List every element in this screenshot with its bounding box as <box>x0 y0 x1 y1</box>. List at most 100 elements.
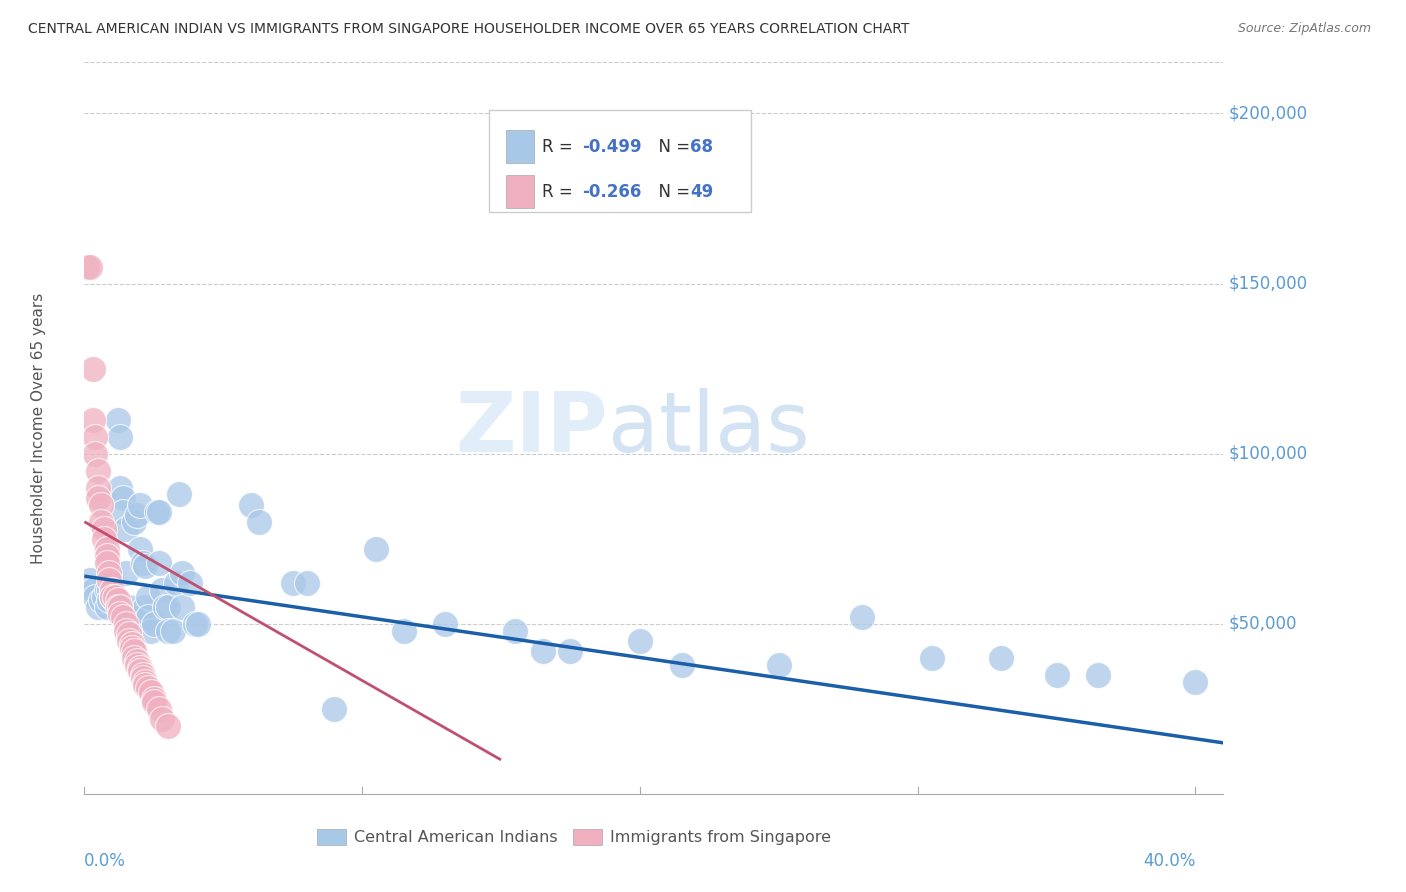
Point <box>167 487 190 501</box>
Point <box>179 576 201 591</box>
Point <box>142 616 165 631</box>
Point <box>98 582 121 597</box>
Point <box>187 616 209 631</box>
Point <box>104 590 127 604</box>
Point <box>90 515 112 529</box>
Point <box>82 412 104 426</box>
Point <box>131 671 153 685</box>
Point <box>1184 674 1206 689</box>
Point <box>129 541 152 556</box>
Point <box>768 657 790 672</box>
Point <box>118 627 141 641</box>
Point <box>90 498 112 512</box>
Point <box>131 668 153 682</box>
Point <box>162 624 184 638</box>
Point <box>392 624 415 638</box>
Point <box>671 657 693 672</box>
Text: 0.0%: 0.0% <box>84 852 127 870</box>
Point <box>98 573 121 587</box>
Text: R =: R = <box>543 183 578 201</box>
Point <box>107 599 129 614</box>
Point <box>93 522 115 536</box>
Point <box>134 678 156 692</box>
Point <box>628 633 651 648</box>
Point <box>121 640 143 655</box>
Point <box>1045 668 1067 682</box>
Point <box>145 504 167 518</box>
Text: -0.499: -0.499 <box>582 138 641 156</box>
Text: $100,000: $100,000 <box>1229 445 1308 463</box>
Point <box>142 695 165 709</box>
Point <box>150 582 173 597</box>
Point <box>96 556 118 570</box>
Point <box>136 681 159 696</box>
Point <box>364 541 387 556</box>
Point <box>112 504 135 518</box>
Point <box>136 610 159 624</box>
Point <box>434 616 457 631</box>
Point <box>134 674 156 689</box>
FancyBboxPatch shape <box>506 130 534 163</box>
Text: 40.0%: 40.0% <box>1143 852 1195 870</box>
Point <box>148 702 170 716</box>
Point <box>118 599 141 614</box>
Point <box>121 637 143 651</box>
Text: $50,000: $50,000 <box>1229 615 1298 632</box>
Text: 49: 49 <box>690 183 713 201</box>
Point <box>156 624 179 638</box>
Point <box>115 616 138 631</box>
Text: Householder Income Over 65 years: Householder Income Over 65 years <box>31 293 46 564</box>
Point <box>118 633 141 648</box>
Point <box>323 702 346 716</box>
Point <box>170 566 193 580</box>
Point <box>115 566 138 580</box>
Point <box>165 576 187 591</box>
Point <box>87 464 110 478</box>
Point <box>84 430 107 444</box>
Point <box>129 661 152 675</box>
Point <box>87 491 110 505</box>
Point <box>142 691 165 706</box>
Point <box>503 624 526 638</box>
Point <box>101 590 124 604</box>
Text: N =: N = <box>648 138 696 156</box>
Point <box>110 430 132 444</box>
Point <box>101 582 124 597</box>
Point <box>139 624 162 638</box>
Point <box>131 556 153 570</box>
FancyBboxPatch shape <box>489 110 751 212</box>
Point <box>110 599 132 614</box>
Point <box>295 576 318 591</box>
Point <box>79 260 101 274</box>
Point <box>136 590 159 604</box>
Point <box>129 665 152 679</box>
Point <box>1087 668 1109 682</box>
Point <box>127 657 149 672</box>
Point <box>84 447 107 461</box>
Point <box>170 599 193 614</box>
Point <box>96 541 118 556</box>
Point <box>112 491 135 505</box>
Point <box>139 685 162 699</box>
Point <box>281 576 304 591</box>
Point <box>87 599 110 614</box>
Point <box>127 654 149 668</box>
Point <box>127 508 149 522</box>
Point <box>98 593 121 607</box>
Point <box>82 582 104 597</box>
Point <box>124 515 146 529</box>
Point <box>156 719 179 733</box>
Point <box>531 644 554 658</box>
Text: $150,000: $150,000 <box>1229 275 1308 293</box>
Point <box>921 650 943 665</box>
Text: 68: 68 <box>690 138 713 156</box>
Point <box>90 593 112 607</box>
Legend: Central American Indians, Immigrants from Singapore: Central American Indians, Immigrants fro… <box>311 822 838 852</box>
Text: N =: N = <box>648 183 696 201</box>
Point <box>104 593 127 607</box>
Point <box>153 599 176 614</box>
Point <box>101 590 124 604</box>
Text: ZIP: ZIP <box>456 388 609 468</box>
Point <box>156 599 179 614</box>
Point <box>96 582 118 597</box>
